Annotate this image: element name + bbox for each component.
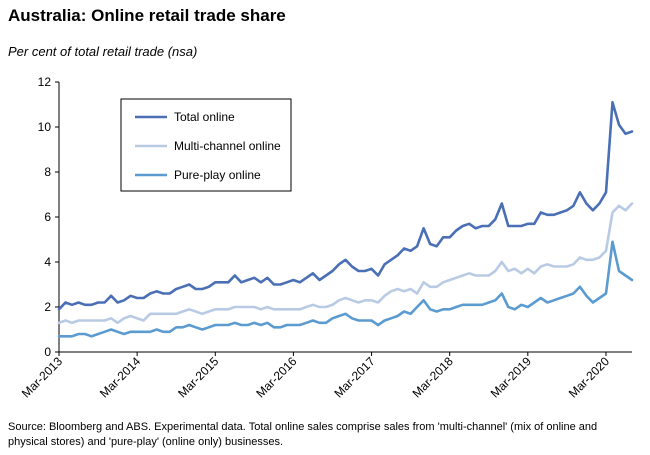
legend-label-pure: Pure-play online: [174, 168, 261, 182]
y-tick-label: 8: [44, 165, 51, 179]
y-axis-label: Per cent of total retail trade (nsa): [8, 44, 198, 59]
legend-label-multi: Multi-channel online: [174, 139, 281, 153]
chart-title: Australia: Online retail trade share: [8, 6, 286, 25]
y-tick-label: 12: [38, 75, 52, 89]
x-tick-label: Mar-2018: [410, 354, 456, 400]
y-tick-label: 6: [44, 210, 51, 224]
x-tick-label: Mar-2015: [175, 354, 221, 400]
line-chart: 0 2 4 6 8 10 12 Mar-2013 Mar-2014 Mar-2015 Mar-201…: [19, 75, 634, 400]
x-tick-label: Mar-2017: [331, 354, 377, 400]
series-line-pure: [57, 240, 634, 338]
y-tick-label: 10: [38, 120, 52, 134]
x-tick-label: Mar-2014: [97, 354, 143, 400]
x-tick-label: Mar-2016: [253, 354, 299, 400]
series-line-total: [57, 101, 634, 311]
y-tick-label: 4: [44, 255, 51, 269]
x-tick-label: Mar-2013: [19, 354, 65, 400]
legend-label-total: Total online: [174, 110, 235, 124]
series-line-multi: [57, 202, 634, 325]
source-note: Source: Bloomberg and ABS. Experimental …: [8, 421, 598, 448]
x-tick-label: Mar-2020: [566, 354, 612, 400]
y-tick-label: 2: [44, 300, 51, 314]
x-tick-label: Mar-2019: [488, 354, 534, 400]
y-tick-label: 0: [44, 345, 51, 359]
